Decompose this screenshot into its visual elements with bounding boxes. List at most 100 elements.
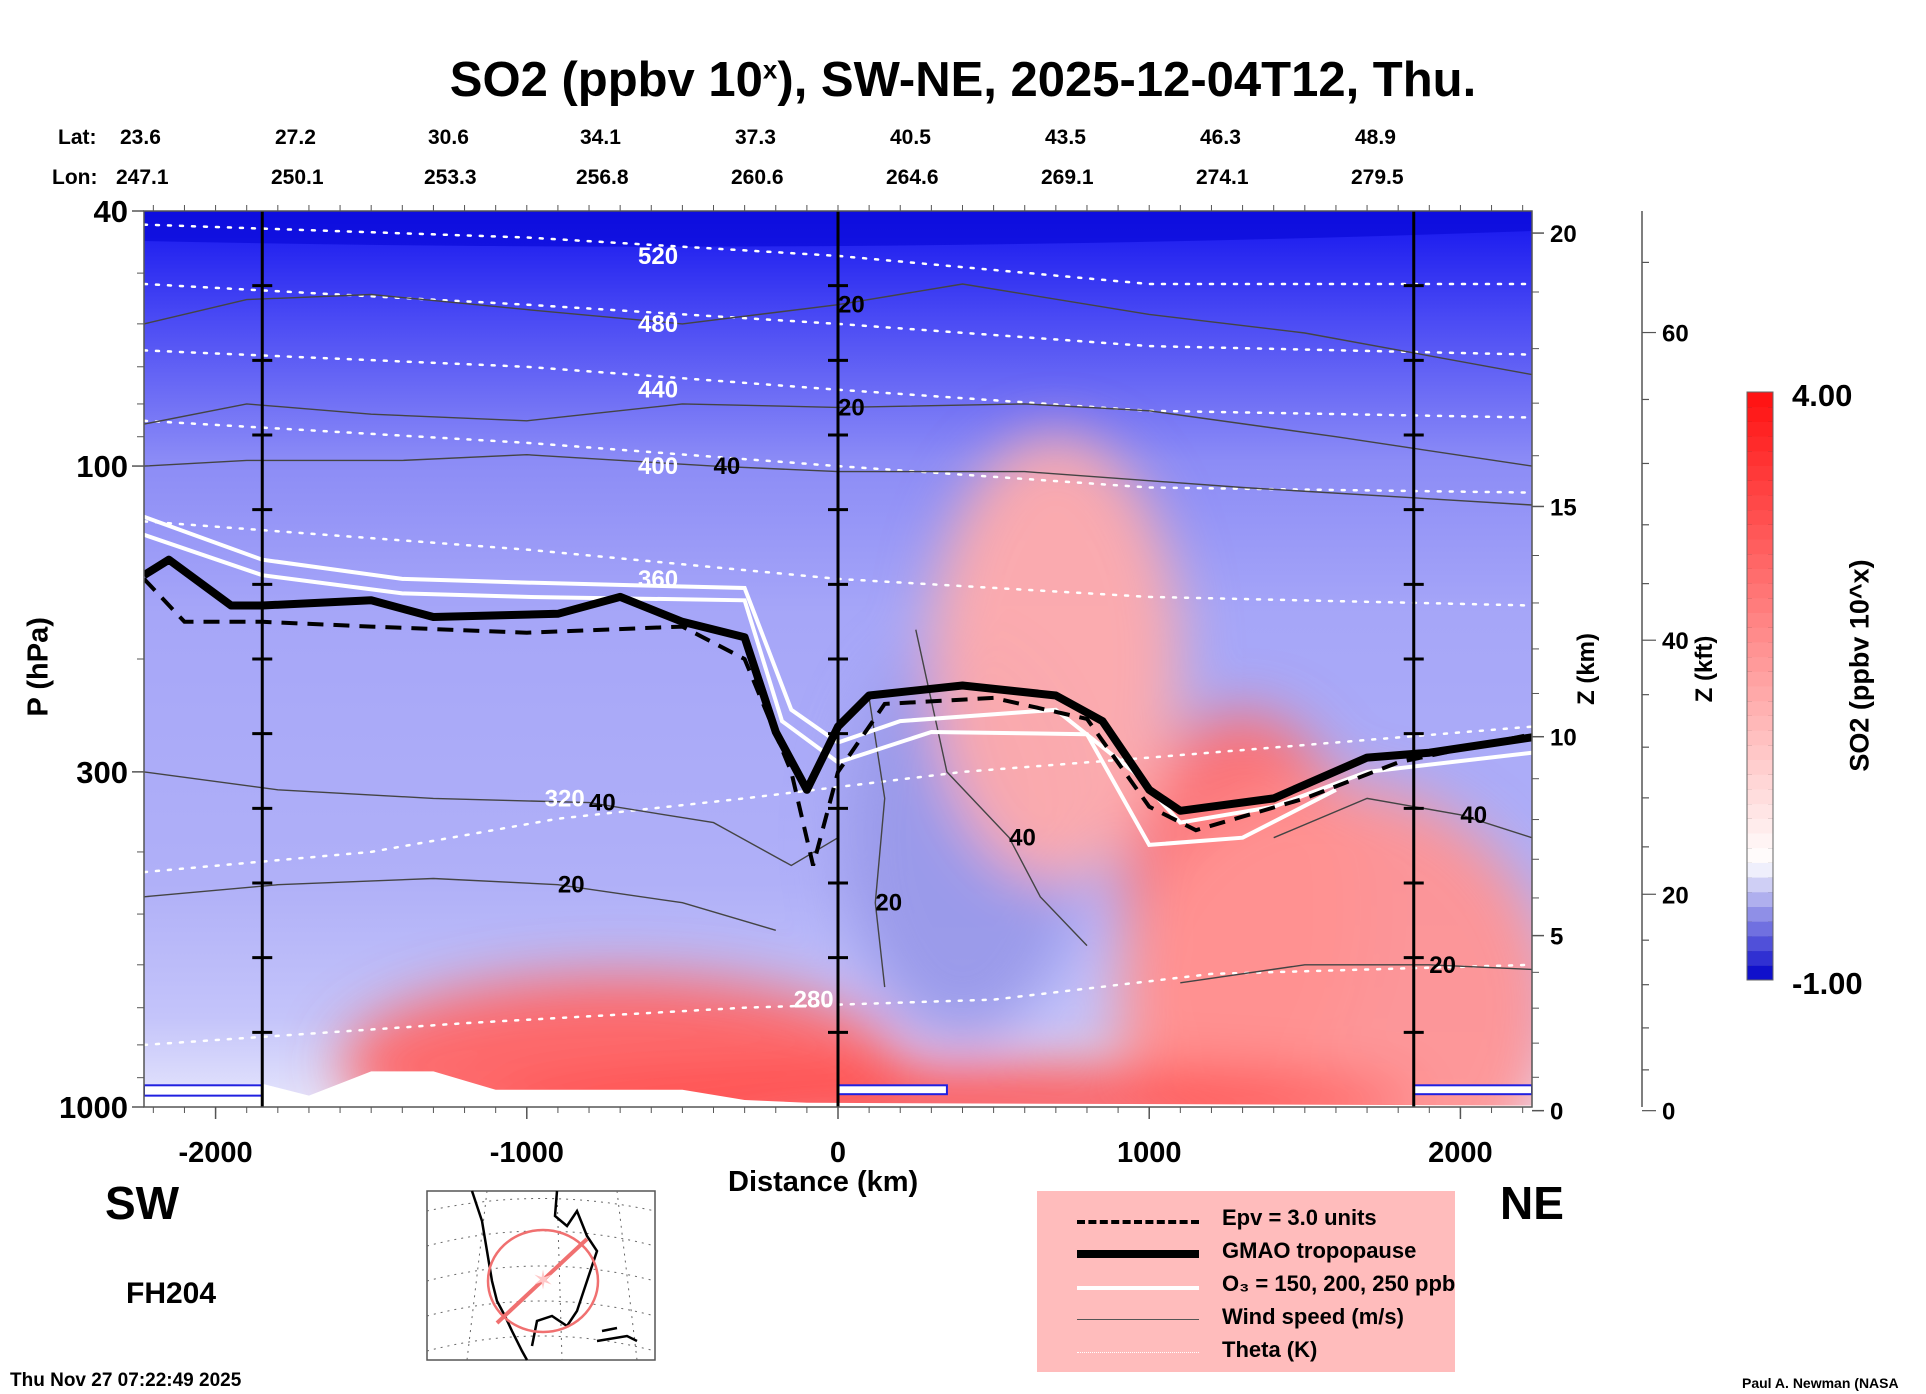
colorbar-step <box>1747 847 1773 863</box>
inset-coastline <box>470 1190 638 1361</box>
theta-contour-label: 520 <box>638 243 678 270</box>
lon-value: 264.6 <box>886 166 939 189</box>
lon-value: 260.6 <box>731 166 784 189</box>
colorbar-step <box>1747 803 1773 819</box>
colorbar-step <box>1747 715 1773 731</box>
z-km-tick-label: 20 <box>1550 221 1577 248</box>
colorbar-step <box>1747 774 1773 790</box>
wind-contour-label: 20 <box>1429 952 1456 979</box>
missing-data-box <box>837 1084 948 1096</box>
ne-label: NE <box>1500 1177 1564 1229</box>
colorbar-step <box>1747 935 1773 952</box>
wind-speed-contour <box>915 629 1088 947</box>
x-tick-label: 0 <box>830 1137 846 1169</box>
colorbar-step <box>1747 686 1773 702</box>
y-axis-label: P (hPa) <box>22 617 55 717</box>
colorbar-step <box>1747 891 1773 907</box>
legend-label: Epv = 3.0 units <box>1222 1205 1377 1230</box>
colorbar-step <box>1747 612 1773 628</box>
z-kft-tick-label: 20 <box>1662 882 1689 909</box>
z-kft-axis-label: Z (kft) <box>1691 635 1718 703</box>
lon-value: 253.3 <box>424 166 477 189</box>
wind-contour-label: 40 <box>1460 802 1487 829</box>
colorbar-step <box>1747 862 1773 878</box>
colorbar-step <box>1747 921 1773 937</box>
lon-value: 256.8 <box>576 166 629 189</box>
lon-value: 269.1 <box>1041 166 1094 189</box>
legend-label: GMAO tropopause <box>1222 1238 1417 1263</box>
inset-map: ✶ <box>426 1190 656 1361</box>
colorbar-step <box>1747 965 1773 981</box>
wind-contour-label: 40 <box>589 790 616 817</box>
wind-contour-label: 20 <box>838 292 865 319</box>
missing-data-box <box>1412 1084 1532 1096</box>
x-axis-label: Distance (km) <box>728 1166 919 1198</box>
theta-contour-label: 400 <box>638 453 678 480</box>
colorbar-step <box>1747 524 1773 540</box>
theta-contour-label: 320 <box>545 785 585 812</box>
colorbar-step <box>1747 641 1773 658</box>
z-kft-tick-label: 0 <box>1662 1099 1675 1126</box>
wind-contour-label: 40 <box>714 453 741 480</box>
colorbar-step <box>1747 436 1773 452</box>
wind-speed-contour <box>144 283 1532 376</box>
so2-anomaly <box>931 435 1181 883</box>
axes: -2000 -1000 0 1000 2000 40 100 300 1000 0 5 10 15 20 0… <box>59 194 1689 1169</box>
colorbar-step <box>1747 744 1773 760</box>
colorbar-step <box>1747 392 1773 408</box>
missing-data-box <box>144 1084 264 1097</box>
legend-swatch-dotted <box>1077 1352 1199 1353</box>
lat-value: 23.6 <box>120 126 161 149</box>
colorbar-frame <box>1746 391 1774 981</box>
colorbar-step <box>1747 656 1773 672</box>
contour-lines: 520 480 440 400 360 320 280 20 20 40 40 20 40 20 40 20 <box>144 211 1532 1107</box>
theta-contour <box>144 725 1532 874</box>
wind-speed-contour <box>144 877 776 931</box>
colorbar-label: SO2 (ppbv 10^x) <box>1844 559 1875 772</box>
wind-contour-label: 40 <box>1009 825 1036 852</box>
colorbar-step <box>1747 421 1773 437</box>
colorbar-step <box>1747 553 1773 569</box>
x-tick-label: 1000 <box>1117 1137 1182 1169</box>
z-kft-tick-label: 60 <box>1662 321 1689 348</box>
colorbar-step <box>1747 480 1773 496</box>
z-kft-tick-label: 40 <box>1662 628 1689 655</box>
chart-title: SO2 (ppbv 10x), SW-NE, 2025-12-04T12, Th… <box>0 52 1926 108</box>
theta-contour-label: 360 <box>638 566 678 593</box>
lat-value: 48.9 <box>1355 126 1396 149</box>
epv-contour <box>144 577 1532 867</box>
title-text-rest: ), SW-NE, 2025-12-04T12, Thu. <box>777 53 1477 107</box>
colorbar: 4.00 -1.00 <box>1746 378 1863 1001</box>
ozone-contour <box>144 532 1337 847</box>
inset-section-line <box>495 1237 589 1325</box>
legend-label: Theta (K) <box>1222 1337 1318 1362</box>
so2-anomaly <box>1118 783 1532 1107</box>
colorbar-step <box>1747 950 1773 966</box>
z-km-tick-label: 15 <box>1550 494 1577 521</box>
z-km-axis-label: Z (km) <box>1573 633 1600 705</box>
legend-swatch-dashed <box>1077 1220 1199 1224</box>
colorbar-max-label: 4.00 <box>1792 378 1852 413</box>
colorbar-step <box>1747 597 1773 613</box>
legend-swatch-thin <box>1077 1319 1199 1320</box>
colorbar-step <box>1747 833 1773 849</box>
theta-contour-label: 480 <box>638 311 678 338</box>
lat-value: 43.5 <box>1045 126 1086 149</box>
legend-swatch-thick <box>1077 1250 1199 1258</box>
colorbar-step <box>1747 788 1773 805</box>
wind-contour-label: 20 <box>558 872 585 899</box>
lon-label: Lon: <box>52 166 98 189</box>
y-tick-label: 300 <box>76 755 128 790</box>
lat-value: 34.1 <box>580 126 621 149</box>
colorbar-step <box>1747 818 1773 834</box>
colorbar-step <box>1747 671 1773 687</box>
ozone-contour <box>144 514 1532 825</box>
legend-item-tropopause: GMAO tropopause <box>1037 1238 1507 1270</box>
legend-item-theta: Theta (K) <box>1037 1337 1507 1369</box>
title-superscript: x <box>762 54 778 85</box>
y-tick-label: 40 <box>94 194 128 229</box>
wind-speed-contour <box>1180 964 1532 984</box>
lat-value: 46.3 <box>1200 126 1241 149</box>
wind-speed-contour <box>144 771 839 867</box>
